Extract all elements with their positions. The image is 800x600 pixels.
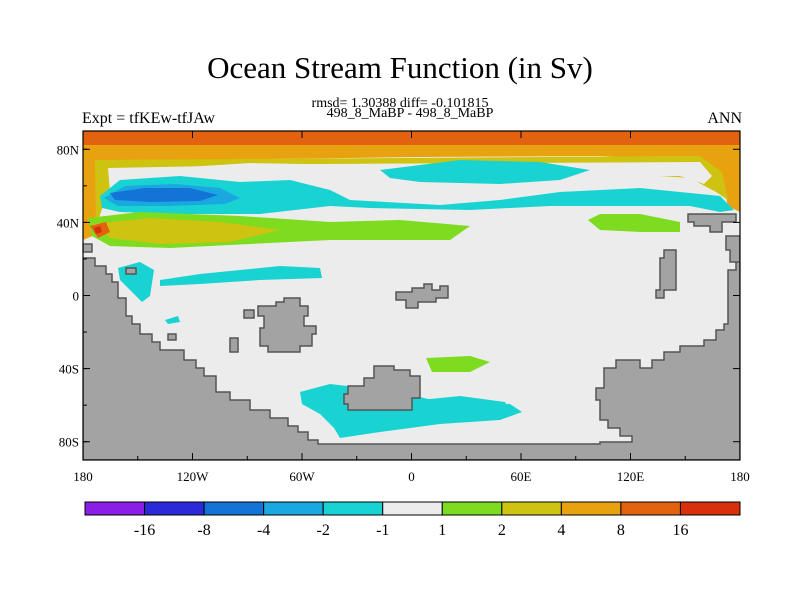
southern-land — [83, 249, 740, 460]
kuroshio-band-16 — [94, 226, 102, 234]
colorbar-label: -8 — [197, 522, 210, 539]
colorbar: -16 -8 -4 -2 -1 1 2 4 8 16 — [84, 501, 741, 539]
season-label: ANN — [707, 110, 742, 127]
land-masses — [83, 213, 740, 460]
colorbar-swatch — [144, 501, 205, 516]
colorbar-swatch — [501, 501, 562, 516]
colorbar-label: 8 — [617, 522, 625, 539]
continent-central — [395, 283, 449, 309]
x-tick-label: 120E — [617, 469, 645, 484]
x-tick-label: 0 — [408, 469, 415, 484]
x-tick-label: 60E — [511, 469, 532, 484]
east-pacific-band-2 — [588, 214, 680, 232]
y-axis: 80N 40N 0 40S 80S — [57, 142, 740, 450]
small-island-a — [125, 267, 137, 275]
colorbar-swatch — [263, 501, 324, 516]
colorbar-label: -1 — [376, 522, 389, 539]
continent-south — [343, 365, 421, 411]
small-island-c — [229, 337, 239, 353]
y-tick-label: 0 — [73, 289, 80, 304]
x-tick-label: 180 — [73, 469, 93, 484]
continent-west — [257, 297, 317, 353]
map-title: Ocean Stream Function (in Sv) — [207, 50, 593, 85]
colorbar-swatch — [382, 501, 443, 516]
subtropical-band-4 — [92, 218, 280, 244]
colorbar-swatch — [322, 501, 384, 516]
southern-ocean-minus1-b — [420, 396, 510, 416]
x-tick-label: 60W — [289, 469, 315, 484]
north-atlantic-gyre-minus1 — [380, 160, 590, 184]
colorbar-swatch — [84, 501, 146, 516]
colorbar-swatch — [441, 501, 503, 516]
small-patch-minus1 — [165, 316, 180, 324]
y-tick-label: 40N — [57, 215, 80, 230]
equatorial-band-minus1 — [160, 266, 322, 286]
colorbar-swatch — [679, 501, 741, 516]
colorbar-swatch — [203, 501, 265, 516]
colorbar-label: 4 — [557, 522, 565, 539]
x-tick-label: 120W — [177, 469, 210, 484]
colorbar-label: -2 — [317, 522, 330, 539]
colorbar-label: 2 — [498, 522, 506, 539]
northeast-land — [687, 213, 737, 233]
colorbar-label: -16 — [134, 522, 155, 539]
east-island — [655, 249, 677, 299]
colorbar-swatch — [560, 501, 622, 516]
colorbar-label: 16 — [672, 522, 688, 539]
east-coast-land — [725, 235, 740, 263]
west-coast-land — [83, 243, 93, 253]
y-tick-label: 80N — [57, 142, 80, 157]
subpolar-gyre-minus4 — [110, 188, 218, 202]
colorbar-swatch — [620, 501, 681, 516]
small-island-d — [167, 333, 177, 341]
arctic-band-8 — [83, 145, 740, 240]
x-axis: 180 120W 60W 0 60E 120E 180 — [73, 131, 750, 484]
colorbar-label: -4 — [257, 522, 270, 539]
case-label: 498_8_MaBP - 498_8_MaBP — [326, 106, 494, 121]
subpolar-gyre-minus1 — [100, 176, 734, 214]
y-tick-label: 40S — [59, 362, 79, 377]
colorbar-label: 1 — [438, 522, 446, 539]
rmsd-diff-subtitle: rmsd= 1.30388 diff= -0.101815 — [311, 96, 489, 111]
x-tick-label: 180 — [730, 469, 750, 484]
experiment-label: Expt = tfKEw-tfJAw — [82, 110, 215, 127]
map-plot-area — [83, 131, 740, 460]
y-tick-label: 80S — [59, 435, 79, 450]
small-island-b — [243, 309, 255, 319]
south-atlantic-band-2 — [426, 356, 490, 372]
